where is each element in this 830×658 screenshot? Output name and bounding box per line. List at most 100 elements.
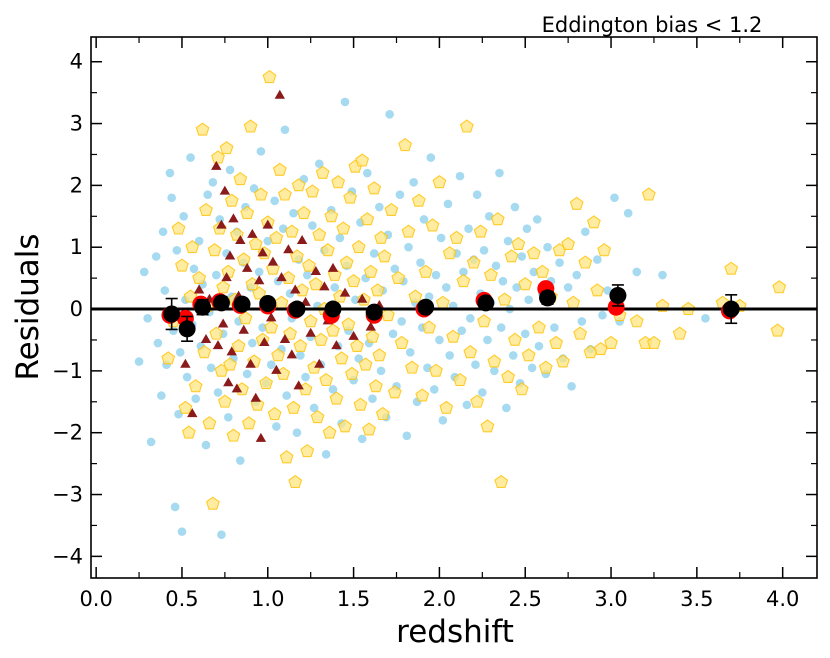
- dark-red-triangle-point: [228, 213, 239, 223]
- gold-pentagon-point: [217, 394, 232, 408]
- cyan-point: [270, 196, 279, 206]
- gold-pentagon-point: [286, 400, 301, 414]
- dark-red-triangle-point: [257, 247, 268, 257]
- cyan-point: [457, 326, 467, 335]
- gold-pentagon-point: [604, 335, 618, 349]
- gold-pentagon-point: [362, 422, 376, 436]
- x-tick-label: 2.5: [509, 587, 542, 611]
- gold-pentagon-point: [561, 236, 576, 251]
- dark-red-triangle-point: [290, 284, 301, 294]
- gold-pentagon-point: [411, 193, 426, 207]
- cyan-point: [572, 270, 582, 280]
- gold-pentagon-point: [549, 335, 564, 349]
- dark-red-triangle-point: [276, 272, 287, 282]
- dark-red-triangle-point: [296, 235, 308, 245]
- cyan-point: [503, 236, 513, 246]
- cyan-point: [441, 283, 451, 292]
- cyan-point: [280, 125, 290, 135]
- gold-pentagon-point: [264, 320, 279, 334]
- dark-red-triangle-point: [259, 337, 270, 347]
- x-tick-label: 3.5: [680, 587, 713, 611]
- cyan-point: [385, 109, 394, 119]
- gold-pentagon-point: [384, 202, 399, 217]
- cyan-point: [479, 246, 489, 255]
- gold-pentagon-point: [199, 202, 213, 217]
- cyan-point: [175, 348, 185, 357]
- gold-pentagon-point: [272, 162, 287, 176]
- gold-pentagon-point: [274, 295, 289, 309]
- black-mean-point: [233, 295, 251, 313]
- gold-pentagon-point: [238, 311, 253, 325]
- cyan-point: [483, 335, 492, 345]
- cyan-point: [179, 212, 188, 221]
- black-mean-point: [163, 305, 181, 323]
- black-mean-point: [178, 320, 196, 338]
- dark-red-triangle-point: [224, 250, 236, 260]
- gold-pentagon-point: [344, 366, 359, 380]
- gold-pentagon-point: [442, 246, 457, 260]
- cyan-point: [512, 283, 521, 292]
- cyan-point: [543, 242, 552, 252]
- cyan-point: [404, 242, 413, 252]
- y-tick-label: 1: [70, 235, 83, 259]
- gold-pentagon-point: [171, 221, 186, 235]
- dark-red-triangle-point: [235, 235, 246, 245]
- dark-red-triangle-point: [217, 318, 229, 328]
- gold-pentagon-point: [405, 360, 419, 374]
- cyan-point: [435, 335, 444, 345]
- gold-pentagon-point: [211, 150, 225, 164]
- cyan-point: [328, 385, 338, 394]
- gold-pentagon-point: [377, 249, 392, 263]
- cyan-point: [302, 270, 312, 280]
- dark-red-triangle-point: [327, 262, 339, 272]
- gold-pentagon-point: [346, 273, 361, 288]
- cyan-point: [409, 177, 418, 187]
- cyan-point: [517, 252, 527, 261]
- gold-pentagon-point: [501, 369, 515, 383]
- gold-pentagon-point: [252, 286, 267, 300]
- cyan-point: [321, 450, 331, 459]
- gold-pentagon-point: [494, 474, 509, 489]
- cyan-point: [151, 252, 161, 261]
- dark-red-triangle-point: [216, 219, 227, 229]
- gold-pentagon-point: [329, 391, 344, 405]
- gold-pentagon-point: [370, 283, 385, 297]
- cyan-point: [527, 363, 537, 373]
- gold-pentagon-point: [473, 224, 488, 238]
- cyan-point: [593, 255, 602, 264]
- black-mean-point: [417, 298, 435, 316]
- dark-red-triangle-point: [293, 380, 304, 390]
- cyan-point: [534, 341, 544, 351]
- gold-pentagon-point: [368, 379, 383, 393]
- dark-red-triangle-point: [267, 256, 279, 266]
- gold-pentagon-point: [293, 338, 308, 353]
- gold-pentagon-point: [223, 357, 237, 371]
- dark-red-triangle-point: [238, 324, 249, 334]
- gold-pentagon-point: [278, 187, 292, 201]
- gold-pentagon-point: [375, 406, 390, 421]
- cyan-point: [496, 323, 506, 332]
- gold-pentagon-point: [504, 249, 519, 263]
- gold-pentagon-point: [408, 289, 423, 303]
- gold-pentagon-point: [305, 184, 320, 198]
- gold-pentagon-point: [497, 292, 512, 306]
- cyan-point: [369, 249, 379, 258]
- black-mean-point: [194, 298, 212, 316]
- cyan-point: [354, 354, 364, 363]
- gold-pentagon-point: [641, 187, 656, 201]
- gold-pentagon-point: [374, 230, 388, 244]
- gold-pentagon-point: [192, 270, 207, 285]
- x-tick-label: 2.0: [423, 587, 456, 611]
- gold-pentagon-point: [336, 221, 351, 235]
- gold-pentagon-point: [331, 175, 346, 189]
- gold-pentagon-point: [449, 230, 464, 244]
- cyan-point: [272, 422, 281, 431]
- cyan-point: [206, 363, 216, 373]
- cyan-point: [462, 400, 472, 410]
- cyan-point: [429, 385, 439, 394]
- cyan-point: [340, 97, 350, 107]
- cyan-point: [520, 329, 530, 339]
- cyan-point: [495, 168, 504, 178]
- gold-pentagon-point: [647, 335, 661, 349]
- dark-red-triangle-point: [180, 358, 191, 368]
